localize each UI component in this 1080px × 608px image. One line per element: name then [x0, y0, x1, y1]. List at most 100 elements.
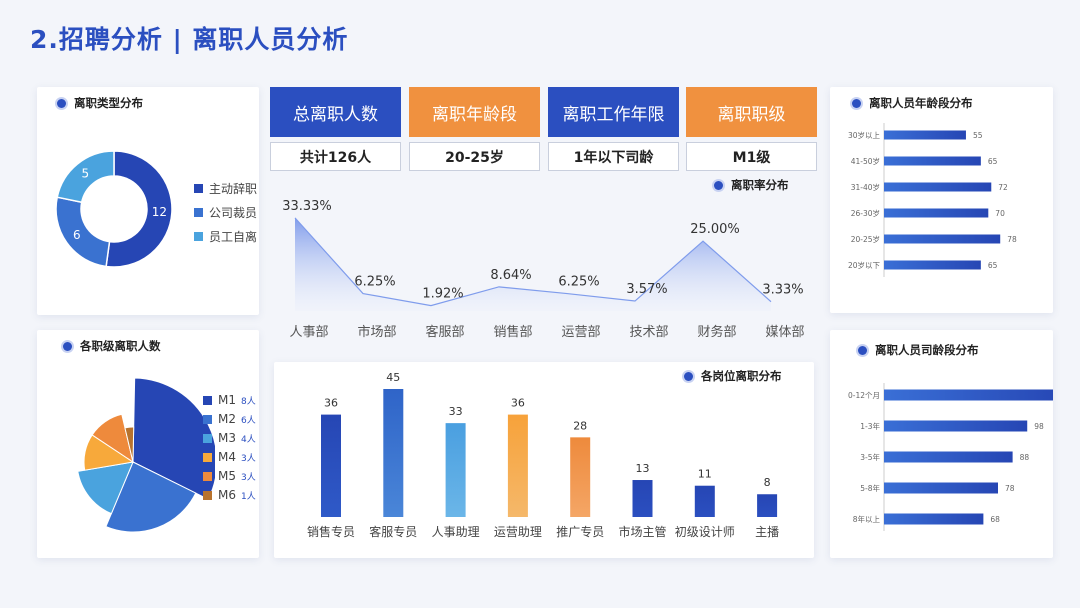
rate-category-label: 运营部 [561, 325, 600, 340]
level-distribution-title: 各职级离职人数 [63, 338, 161, 354]
hbar-category-label: 5-8年 [860, 483, 880, 493]
hbar [884, 389, 1053, 401]
age-bar-chart: 55 30岁以上 65 41-50岁 72 31-40岁 70 26-30岁 78 20-25岁 6… [848, 123, 1017, 277]
hbar [884, 260, 981, 270]
kpi-value: 20-25岁 [409, 142, 540, 171]
rose-slice [105, 461, 197, 533]
rate-category-label: 人事部 [289, 325, 328, 340]
level-distribution-card: 各职级离职人数 M1 8人 M2 6人 M3 4人 M4 3人 M5 3人 M6 1人 [37, 330, 259, 558]
position-value-label: 11 [698, 468, 712, 481]
position-category-label: 推广专员 [556, 524, 604, 539]
position-value-label: 36 [324, 397, 338, 410]
position-category-label: 人事助理 [432, 525, 480, 539]
legend-label: 主动辞职 [209, 182, 258, 196]
legend-count: 3人 [241, 472, 256, 483]
rate-value-label: 3.57% [626, 282, 667, 297]
type-distribution-title: 离职类型分布 [57, 95, 143, 111]
level-rose-chart [77, 377, 215, 533]
kpi-value: 1年以下司龄 [548, 142, 679, 171]
tenure-distribution-title: 离职人员司龄段分布 [858, 342, 979, 358]
hbar-category-label: 30岁以上 [848, 130, 881, 140]
legend-swatch [194, 184, 203, 193]
legend-item: M6 1人 [203, 488, 256, 502]
hbar-category-label: 8年以上 [853, 514, 881, 524]
donut-value-label: 6 [73, 228, 81, 242]
rose-slice [91, 413, 134, 464]
position-bar [632, 480, 653, 517]
donut-value-label: 12 [152, 205, 167, 219]
type-distribution-card: 离职类型分布 12 6 5 主动辞职 公司裁员 员工自离 [37, 87, 259, 315]
position-bar [507, 414, 528, 517]
type-donut-chart: 12 6 5 [55, 150, 173, 268]
kpi-header: 离职工作年限 [548, 87, 679, 137]
hbar-value-label: 65 [988, 157, 998, 166]
rate-area [295, 217, 771, 311]
rate-value-label: 33.33% [282, 199, 332, 214]
rate-line [294, 217, 772, 307]
rate-category-label: 财务部 [697, 324, 736, 340]
legend-swatch [194, 208, 203, 217]
hbar-value-label: 78 [1005, 484, 1015, 493]
position-category-label: 运营助理 [494, 525, 542, 539]
hbar-value-label: 78 [1007, 235, 1017, 244]
kpi-header: 离职职级 [686, 87, 817, 137]
hbar-value-label: 55 [973, 131, 983, 140]
position-category-label: 市场主管 [618, 524, 666, 539]
hbar-category-label: 0-12个月 [848, 391, 880, 400]
age-distribution-title: 离职人员年龄段分布 [852, 95, 973, 111]
rate-category-label: 技术部 [629, 325, 668, 340]
rate-value-label: 1.92% [422, 287, 463, 302]
donut-slice [55, 196, 111, 268]
legend-count: 6人 [241, 415, 256, 426]
bullet-icon [63, 341, 72, 351]
rate-value-label: 25.00% [690, 222, 740, 237]
legend-count: 8人 [241, 396, 256, 407]
donut-slice [105, 150, 173, 268]
legend-item: M3 4人 [203, 431, 256, 445]
hbar-value-label: 68 [990, 515, 1000, 524]
bullet-icon [57, 98, 66, 108]
donut-slice [56, 150, 115, 204]
hbar [884, 482, 998, 494]
legend-label: M1 [218, 393, 236, 407]
legend-item: 主动辞职 [194, 180, 257, 197]
position-bar-chart: 36 销售专员 45 客服专员 33 人事助理 36 运营助理 28 推广专员 13 市场主管 11 初级… [307, 371, 779, 539]
legend-count: 1人 [241, 491, 256, 502]
hbar-value-label: 72 [998, 183, 1008, 192]
hbar-value-label: 88 [1020, 453, 1030, 462]
rate-value-label: 3.33% [762, 283, 803, 298]
legend-label: M6 [218, 488, 236, 502]
rate-area-chart: 33.33% 人事部 6.25% 市场部 1.92% 客服部 8.64% 销售部 6.25% 运营… [282, 199, 804, 340]
legend-label: M4 [218, 450, 236, 464]
rate-category-label: 销售部 [493, 324, 532, 340]
kpi-header: 总离职人数 [270, 87, 401, 137]
position-value-label: 36 [511, 397, 525, 410]
legend-item: M1 8人 [203, 393, 256, 407]
bullet-icon [858, 345, 867, 355]
hbar [884, 513, 984, 525]
kpi-value: 共计126人 [270, 142, 401, 171]
position-value-label: 33 [449, 405, 463, 418]
hbar-category-label: 41-50岁 [851, 156, 880, 166]
hbar [884, 182, 992, 192]
bullet-icon [852, 98, 861, 108]
legend-swatch [203, 395, 212, 405]
kpi-value: M1级 [686, 142, 817, 171]
position-distribution-title-text: 各岗位离职分布 [701, 369, 782, 383]
hbar-category-label: 20岁以下 [848, 260, 881, 270]
position-distribution-title: 各岗位离职分布 [684, 368, 782, 384]
age-distribution-title-text: 离职人员年龄段分布 [869, 96, 973, 110]
position-bar [570, 437, 591, 517]
hbar [884, 130, 966, 140]
hbar-value-label: 65 [988, 261, 998, 270]
position-bar [321, 414, 341, 517]
tenure-distribution-card: 离职人员司龄段分布 1250-12个月981-3年883-5年785-8年688… [830, 330, 1053, 558]
position-bar [383, 389, 404, 517]
level-distribution-title-text: 各职级离职人数 [80, 339, 161, 353]
rate-category-label: 媒体部 [765, 325, 804, 340]
legend-count: 4人 [241, 434, 256, 445]
rate-value-label: 6.25% [558, 275, 599, 290]
legend-label: M3 [218, 431, 236, 445]
rate-distribution-title-text: 离职率分布 [731, 178, 789, 192]
position-bar [757, 494, 778, 517]
